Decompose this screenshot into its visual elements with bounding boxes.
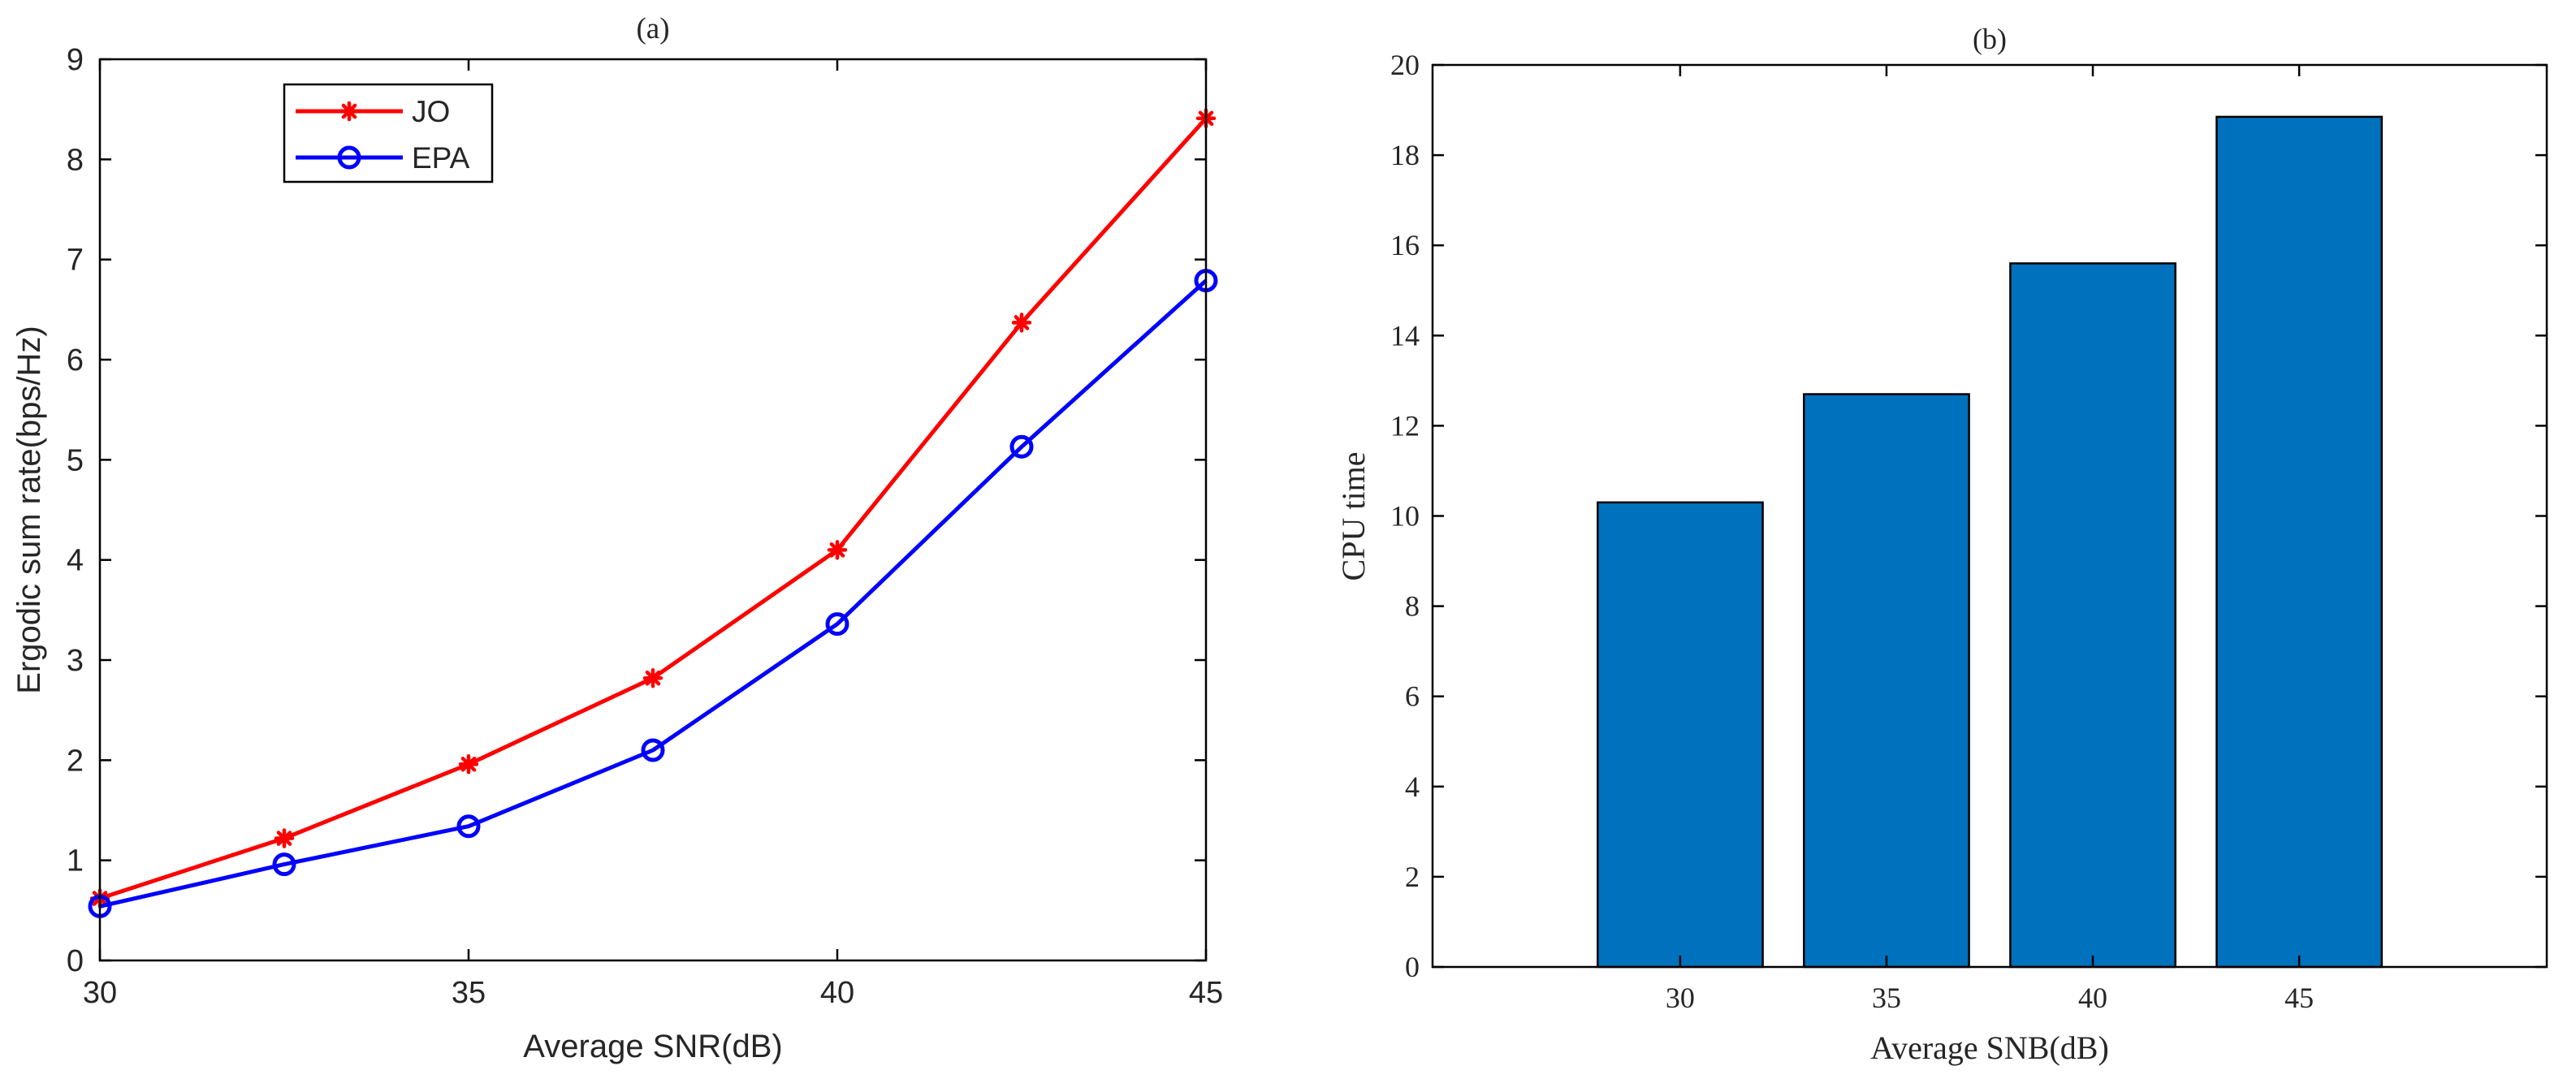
y-tick-label: 2 <box>1405 861 1420 893</box>
legend-box <box>283 83 494 183</box>
y-tick-label: 8 <box>67 143 84 177</box>
y-tick-label: 0 <box>1405 951 1420 983</box>
y-tick-label: 2 <box>67 744 84 778</box>
y-tick-label: 7 <box>67 244 84 278</box>
series-line-jo <box>99 117 1208 900</box>
line-chart-x-axis-label: Average SNR(dB) <box>523 1029 782 1064</box>
legend-entry-epa: EPA <box>296 141 470 175</box>
bar-45 <box>2215 115 2384 969</box>
x-tick-label: 30 <box>1666 982 1695 1014</box>
data-point-jo <box>642 667 663 688</box>
data-point-jo <box>274 828 295 848</box>
data-point-epa <box>272 852 296 877</box>
x-tick-label: 45 <box>2284 982 2314 1014</box>
data-point-epa <box>641 738 665 762</box>
legend-marker <box>337 145 361 170</box>
x-tick-label: 35 <box>1872 982 1901 1014</box>
y-tick-label: 10 <box>1390 500 1420 533</box>
legend-label: JO <box>412 95 450 128</box>
y-tick-label: 9 <box>67 43 84 77</box>
y-tick-label: 0 <box>67 944 84 978</box>
bar-40 <box>2009 262 2176 969</box>
y-tick-label: 4 <box>67 544 84 578</box>
legend-marker <box>339 101 360 122</box>
bar-chart-title: (b) <box>1973 23 2007 55</box>
bar-chart-x-axis-label: Average SNB(dB) <box>1870 1029 2109 1066</box>
y-tick-label: 1 <box>67 844 84 878</box>
y-tick-label: 12 <box>1390 409 1420 442</box>
line-chart-plot-frame <box>98 58 1208 962</box>
legend-entry-jo: JO <box>296 95 450 128</box>
x-tick-label: 40 <box>820 976 854 1010</box>
bar-chart-y-axis-label: CPU time <box>1335 452 1372 581</box>
bar-chart-ticks: 30 35 40 45 0 2 4 6 8 10 12 14 16 18 20 <box>1390 49 2547 1014</box>
line-chart-y-axis-label: Ergodic sum rate(bps/Hz) <box>11 326 47 693</box>
x-tick-label: 45 <box>1189 976 1223 1010</box>
y-tick-label: 8 <box>1405 590 1420 623</box>
y-tick-label: 18 <box>1390 139 1420 171</box>
legend-entries: JO EPA <box>296 95 470 175</box>
y-tick-label: 6 <box>1405 680 1420 713</box>
data-point-jo <box>458 754 479 775</box>
y-tick-label: 16 <box>1390 229 1420 261</box>
bar-35 <box>1803 393 1970 969</box>
legend: JO EPA <box>283 83 494 183</box>
x-tick-label: 40 <box>2078 982 2107 1014</box>
bar-chart-panel: 30 35 40 45 0 2 4 6 8 10 12 14 16 18 20 (b) Average SN… <box>1335 23 2548 1066</box>
y-tick-label: 6 <box>67 343 84 378</box>
legend-label: EPA <box>412 141 470 175</box>
y-tick-label: 14 <box>1390 319 1420 352</box>
bar-chart-marks <box>1597 115 2384 969</box>
line-chart-marks <box>88 108 1218 918</box>
data-point-epa <box>1009 434 1034 459</box>
line-chart-title: (a) <box>636 12 669 45</box>
series-line-epa <box>99 278 1208 909</box>
data-point-jo <box>827 540 848 560</box>
y-tick-label: 5 <box>67 443 84 477</box>
y-tick-label: 20 <box>1390 49 1420 81</box>
x-tick-label: 35 <box>452 976 486 1010</box>
y-tick-label: 3 <box>67 644 84 678</box>
y-tick-label: 4 <box>1405 770 1420 803</box>
x-tick-label: 30 <box>83 976 117 1010</box>
bar-30 <box>1597 501 1764 969</box>
data-point-epa <box>456 814 481 839</box>
data-point-epa <box>825 612 849 637</box>
data-point-jo <box>1011 313 1032 333</box>
